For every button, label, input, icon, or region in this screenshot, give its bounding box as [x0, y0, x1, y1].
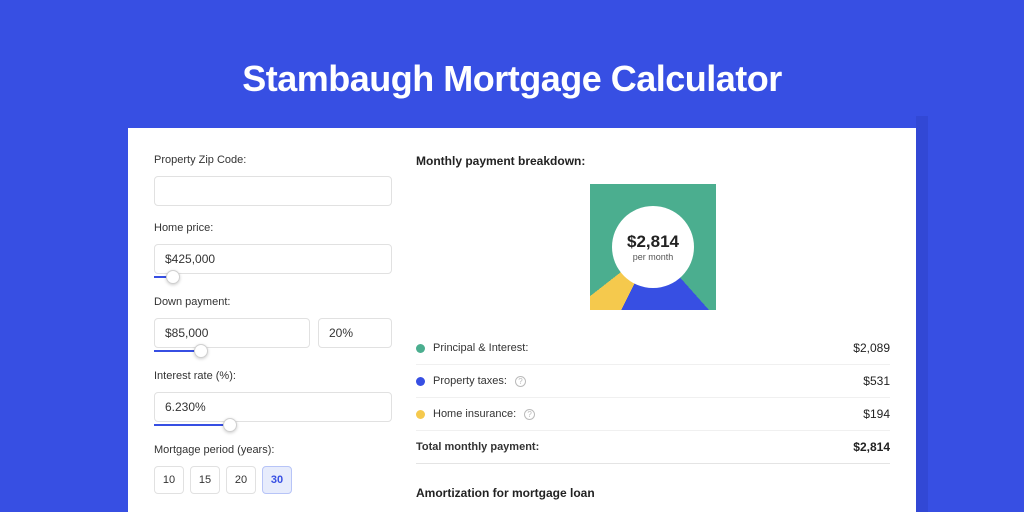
price-slider-thumb[interactable] — [166, 270, 180, 284]
breakdown-line: Home insurance:? $194 — [416, 398, 890, 431]
legend-value: $531 — [863, 374, 890, 388]
label-zip: Property Zip Code: — [154, 154, 390, 166]
breakdown-heading: Monthly payment breakdown: — [416, 154, 890, 168]
field-down: Down payment: — [154, 296, 390, 354]
period-pills: 10152030 — [154, 466, 390, 494]
donut-sub: per month — [633, 252, 674, 262]
zip-input[interactable] — [154, 176, 392, 206]
amort-section: Amortization for mortgage loan Amortizat… — [416, 486, 890, 512]
breakdown-line: Principal & Interest: $2,089 — [416, 332, 890, 365]
rate-slider-thumb[interactable] — [223, 418, 237, 432]
donut-chart: $2,814 per month — [590, 184, 716, 310]
card-shadow — [916, 116, 928, 512]
field-zip: Property Zip Code: — [154, 154, 390, 206]
legend-label: Principal & Interest: — [433, 342, 528, 354]
price-input[interactable] — [154, 244, 392, 274]
legend-label: Property taxes: — [433, 375, 507, 387]
donut-center: $2,814 per month — [612, 206, 694, 288]
breakdown-total: Total monthly payment: $2,814 — [416, 431, 890, 464]
page-title: Stambaugh Mortgage Calculator — [0, 0, 1024, 100]
donut-wrap: $2,814 per month — [416, 184, 890, 310]
calculator-card: Property Zip Code: Home price: Down paym… — [128, 128, 916, 512]
rate-input[interactable] — [154, 392, 392, 422]
legend-dot — [416, 410, 425, 419]
total-value: $2,814 — [853, 440, 890, 454]
down-amount-input[interactable] — [154, 318, 310, 348]
label-rate: Interest rate (%): — [154, 370, 390, 382]
legend-dot — [416, 344, 425, 353]
period-pill-30[interactable]: 30 — [262, 466, 292, 494]
inputs-column: Property Zip Code: Home price: Down paym… — [128, 128, 390, 512]
down-slider[interactable] — [154, 350, 310, 354]
help-icon[interactable]: ? — [515, 376, 526, 387]
breakdown-lines: Principal & Interest: $2,089 Property taxe… — [416, 332, 890, 464]
legend-label: Home insurance: — [433, 408, 516, 420]
total-label: Total monthly payment: — [416, 441, 539, 453]
donut-amount: $2,814 — [627, 232, 679, 252]
legend-dot — [416, 377, 425, 386]
period-pill-10[interactable]: 10 — [154, 466, 184, 494]
legend-value: $2,089 — [853, 341, 890, 355]
down-pct-input[interactable] — [318, 318, 392, 348]
legend-value: $194 — [863, 407, 890, 421]
breakdown-line: Property taxes:? $531 — [416, 365, 890, 398]
field-price: Home price: — [154, 222, 390, 280]
label-price: Home price: — [154, 222, 390, 234]
period-pill-15[interactable]: 15 — [190, 466, 220, 494]
label-down: Down payment: — [154, 296, 390, 308]
help-icon[interactable]: ? — [524, 409, 535, 420]
field-rate: Interest rate (%): — [154, 370, 390, 428]
period-pill-20[interactable]: 20 — [226, 466, 256, 494]
down-slider-thumb[interactable] — [194, 344, 208, 358]
label-period: Mortgage period (years): — [154, 444, 390, 456]
page-background: Stambaugh Mortgage Calculator Property Z… — [0, 0, 1024, 512]
price-slider[interactable] — [154, 276, 392, 280]
breakdown-column: Monthly payment breakdown: $2,814 per mo… — [390, 128, 916, 512]
amort-heading: Amortization for mortgage loan — [416, 486, 890, 500]
field-period: Mortgage period (years): 10152030 — [154, 444, 390, 494]
rate-slider[interactable] — [154, 424, 392, 428]
